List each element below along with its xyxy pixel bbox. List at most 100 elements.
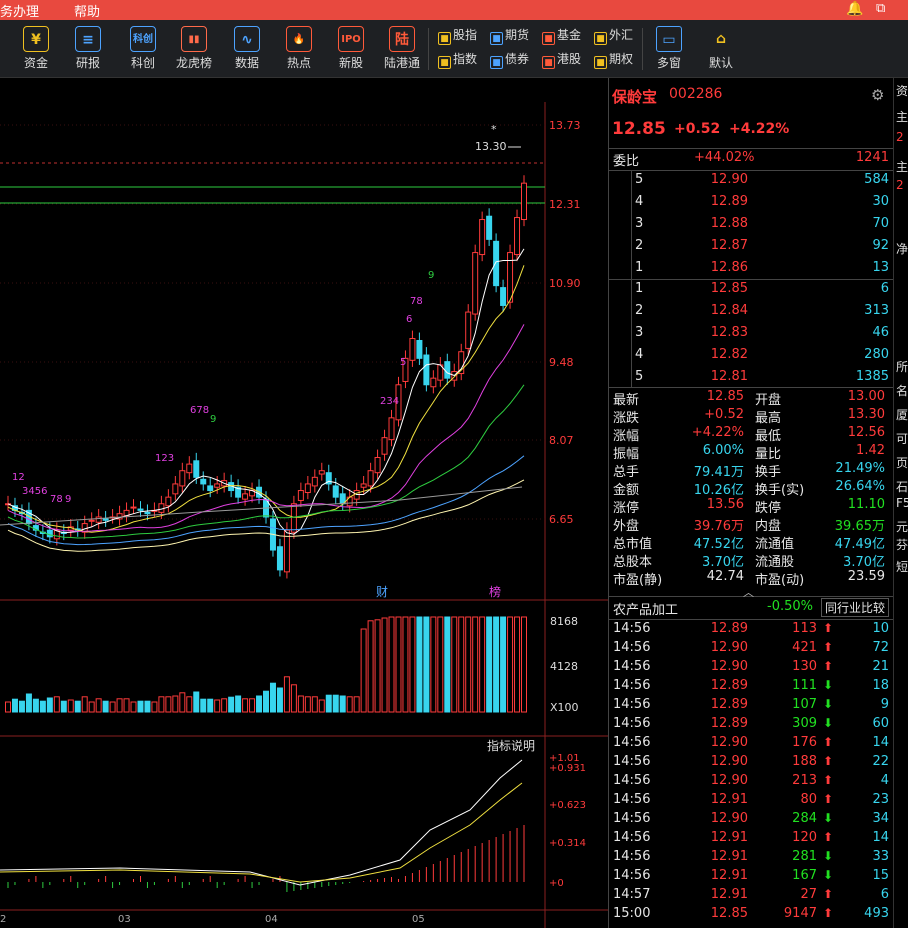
quick-link-label: 外汇 — [609, 28, 634, 42]
quick-link-债券[interactable]: ■ 债券 — [490, 50, 529, 69]
tick-row: 14:57 12.91 27 ⬆ 6 — [609, 887, 894, 905]
toolbar-button-5[interactable]: 🔥 热点 — [275, 26, 323, 71]
bell-icon[interactable]: 🔔 — [846, 1, 864, 17]
level-index: 4 — [635, 194, 644, 209]
tick-price: 12.91 — [710, 849, 748, 864]
buy-level[interactable]: 4 12.82 280 — [609, 347, 894, 365]
quick-link-外汇[interactable]: ■ 外汇 — [594, 26, 634, 45]
finance-marker[interactable]: 财 — [376, 585, 388, 599]
volume-bar — [53, 696, 60, 713]
weibi-pct: +44.02% — [694, 150, 755, 165]
buy-level[interactable]: 1 12.85 6 — [609, 281, 894, 299]
indicator-help[interactable]: 指标说明 — [487, 738, 535, 753]
restore-icon[interactable]: ⧉ — [876, 1, 886, 16]
stock-name: 保龄宝 — [612, 88, 658, 106]
menu-item-business[interactable]: 务办理 — [0, 5, 40, 20]
toolbar-button-0[interactable]: ¥ 资金 — [12, 26, 60, 71]
tick-time: 14:56 — [613, 868, 651, 883]
stat-value: 10.26亿 — [693, 483, 744, 498]
quick-link-icon: ■ — [594, 56, 607, 69]
stock-code: 002286 — [669, 86, 723, 102]
tick-price: 12.90 — [710, 640, 748, 655]
toolbar-button-6[interactable]: IPO 新股 — [327, 26, 375, 71]
ranking-marker[interactable]: 榜 — [489, 584, 501, 599]
stat-value: 3.70亿 — [702, 555, 744, 570]
candle-body — [311, 476, 318, 487]
tick-row: 14:56 12.89 111 ⬇ 18 — [609, 678, 894, 696]
sell-level[interactable]: 2 12.87 92 — [609, 238, 894, 256]
sector-name[interactable]: 农产品加工 — [613, 603, 679, 618]
quick-link-港股[interactable]: ■ 港股 — [542, 50, 581, 69]
tick-row: 14:56 12.89 309 ⬇ 60 — [609, 716, 894, 734]
tick-count: 22 — [872, 754, 889, 769]
default-layout-button[interactable]: ⌂ 默认 — [697, 26, 745, 71]
buy-level[interactable]: 5 12.81 1385 — [609, 369, 894, 387]
tick-count: 21 — [872, 659, 889, 674]
toolbar-label-6: 新股 — [338, 56, 363, 70]
sell-level[interactable]: 4 12.89 30 — [609, 194, 894, 212]
compare-button[interactable]: 同行业比较 — [821, 598, 890, 617]
quote-panel: 保龄宝 002286 ⚙ 12.85 +0.52 +4.22% 委比 +44.0… — [608, 78, 894, 928]
quick-link-期权[interactable]: ■ 期权 — [594, 50, 633, 69]
toolbar-button-1[interactable]: ≡ 研报 — [64, 26, 112, 71]
collapse-icon[interactable]: ︿ — [743, 586, 754, 599]
td-sequence-marker: 78 — [50, 494, 63, 505]
edge-text: 2 — [896, 130, 904, 144]
quick-link-股指[interactable]: ■ 股指 — [438, 26, 477, 45]
toolbar-label-3: 龙虎榜 — [175, 56, 212, 70]
buy-level[interactable]: 2 12.84 313 — [609, 303, 894, 321]
candle-body — [214, 483, 221, 488]
volume-bar — [249, 698, 256, 713]
arrow-up-icon: ⬆ — [823, 830, 834, 844]
tick-count: 33 — [872, 849, 889, 864]
stat-row: 总手 79.41万 换手 21.49% — [609, 461, 894, 480]
toolbar-label-7: 陆港通 — [383, 56, 420, 70]
td-sequence-marker: 9 — [210, 414, 216, 425]
toolbar-button-4[interactable]: ∿ 数据 — [223, 26, 271, 71]
sell-level[interactable]: 3 12.88 70 — [609, 216, 894, 234]
candle-body — [423, 354, 430, 386]
multi-window-button[interactable]: ▭ 多窗 — [645, 26, 693, 71]
toolbar-button-3[interactable]: ▮▮ 龙虎榜 — [170, 26, 218, 71]
tick-volume: 176 — [792, 735, 817, 750]
td-sequence-marker: 5 — [400, 357, 406, 368]
sell-level[interactable]: 5 12.90 584 — [609, 172, 894, 190]
kline-chart[interactable]: 13.7312.3110.909.488.076.6513.30*7865234… — [0, 78, 608, 928]
toolbar-icon-3: ▮▮ — [181, 26, 207, 52]
stat-value: 13.30 — [847, 407, 885, 422]
level-volume: 1385 — [855, 369, 889, 384]
stat-value: 3.70亿 — [843, 555, 885, 570]
volume-bar — [39, 700, 46, 713]
arrow-up-icon: ⬆ — [823, 773, 834, 787]
volume-bar — [186, 696, 193, 713]
quick-link-指数[interactable]: ■ 指数 — [438, 50, 477, 69]
sell-level[interactable]: 1 12.86 13 — [609, 260, 894, 278]
toolbar-icon-4: ∿ — [234, 26, 260, 52]
quick-link-基金[interactable]: ■ 基金 — [542, 26, 581, 45]
volume-bar — [214, 699, 221, 713]
tick-time: 14:56 — [613, 773, 651, 788]
menu-item-help[interactable]: 帮助 — [74, 5, 101, 20]
toolbar-button-2[interactable]: 科创 科创 — [119, 26, 167, 71]
candle-body — [458, 351, 465, 375]
volume-bar — [465, 616, 472, 713]
volume-bar — [165, 696, 172, 713]
tick-count: 493 — [864, 906, 889, 921]
volume-bar — [193, 691, 200, 713]
gear-icon[interactable]: ⚙ — [871, 86, 885, 104]
edge-text: 主 — [896, 160, 908, 174]
volume-axis-label: 4128 — [550, 660, 578, 673]
tick-count: 4 — [880, 773, 889, 788]
volume-bar — [472, 616, 479, 713]
candle-body — [165, 496, 172, 507]
tick-count: 9 — [880, 697, 889, 712]
stat-label: 内盘 — [755, 519, 782, 534]
toolbar-label-4: 数据 — [234, 56, 259, 70]
tick-row: 14:56 12.89 113 ⬆ 10 — [609, 621, 894, 639]
tick-time: 14:56 — [613, 659, 651, 674]
buy-level[interactable]: 3 12.83 46 — [609, 325, 894, 343]
toolbar-button-7[interactable]: 陆陆港通 — [378, 26, 426, 71]
tick-time: 14:56 — [613, 716, 651, 731]
indicator-axis-label: +1.01 — [549, 753, 580, 764]
quick-link-期货[interactable]: ■ 期货 — [490, 26, 529, 45]
